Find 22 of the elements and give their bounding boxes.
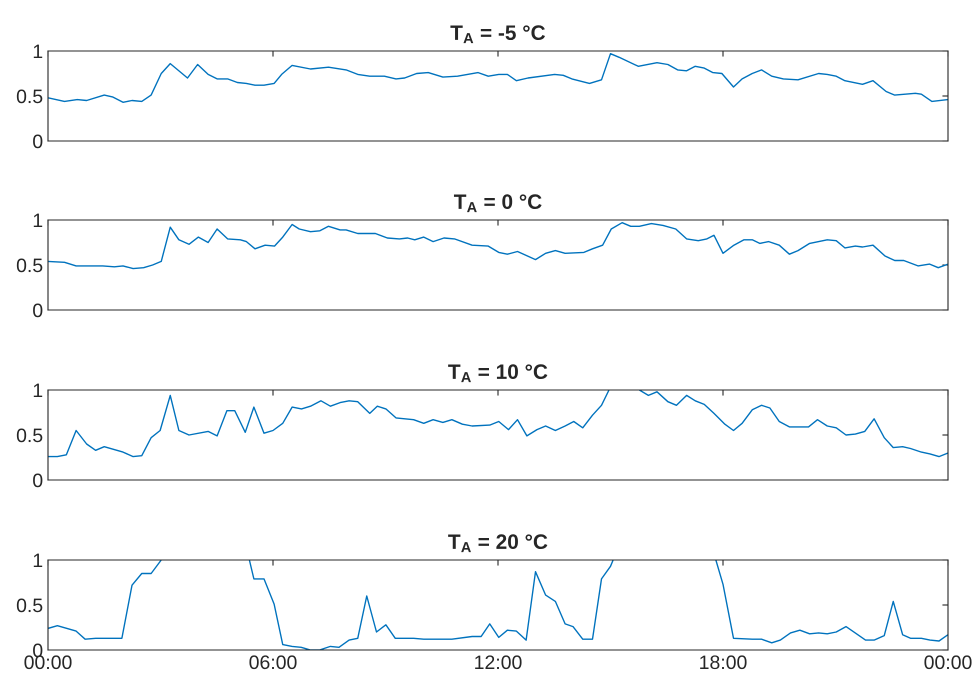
y-tick-label: 0 (33, 134, 42, 148)
x-tick-label: 00:00 (924, 655, 972, 670)
y-tick-label: 0.5 (16, 258, 42, 272)
y-tick-label: 0.5 (16, 598, 42, 612)
y-tick-label: 1 (34, 44, 42, 58)
y-tick-label: 1 (34, 214, 42, 228)
x-tick-label: 00:00 (24, 655, 72, 670)
x-tick-label: 06:00 (249, 655, 297, 670)
line-series (48, 222, 948, 270)
x-tick-label: 18:00 (700, 655, 747, 670)
line-series (48, 53, 948, 103)
x-tick-label: 12:00 (475, 655, 522, 670)
y-tick-label: 0.5 (16, 428, 42, 442)
y-tick-label: 0 (33, 303, 42, 318)
chart-title: T$_{A}$ = 0 °C (454, 194, 542, 212)
y-tick-label: 0 (33, 473, 42, 488)
y-tick-label: 0.5 (16, 89, 42, 104)
chart-title: T$_{A}$ = -5 °C (450, 25, 546, 44)
y-tick-label: 1 (34, 384, 42, 398)
chart-title: T$_{A}$ = 20 °C (448, 534, 548, 552)
chart-title: T$_{A}$ = 10 °C (448, 364, 548, 382)
y-tick-label: 1 (34, 554, 42, 568)
